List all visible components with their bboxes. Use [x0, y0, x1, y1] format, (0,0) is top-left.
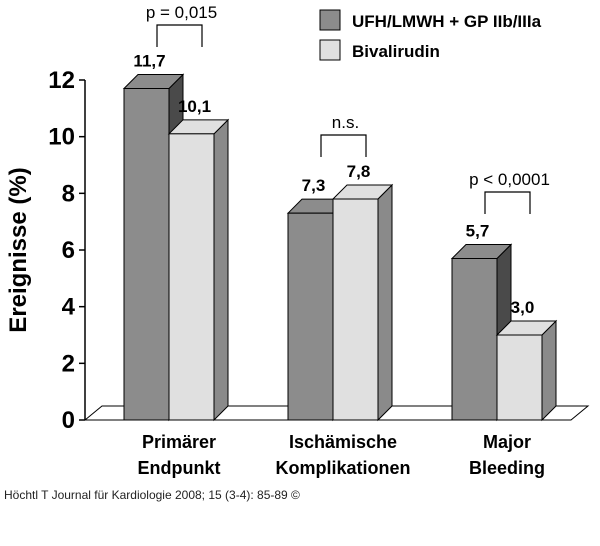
legend-label: Bivalirudin [352, 42, 440, 61]
y-tick-label: 8 [62, 180, 75, 207]
bar [451, 258, 498, 421]
legend-swatch [319, 9, 341, 31]
citation-footer: Höchtl T Journal für Kardiologie 2008; 1… [4, 488, 300, 502]
bar [123, 88, 170, 421]
bar-value-label: 11,7 [133, 52, 165, 71]
legend-label: UFH/LMWH + GP IIb/IIIa [352, 12, 542, 31]
bar-value-label: 10,1 [178, 97, 211, 116]
significance-bracket [484, 191, 531, 214]
y-tick-label: 12 [48, 67, 75, 94]
bar-value-label: 7,8 [347, 162, 371, 181]
bar-side [377, 183, 393, 422]
bar [496, 334, 543, 421]
bar-side [541, 319, 557, 422]
legend-swatch [319, 39, 341, 61]
x-tick-label: Primärer [142, 432, 216, 452]
bar-chart: 0 2 4 6 8 10 12 Ereignisse (%) 11,7 10,1 Primärer E… [5, 3, 590, 478]
bar [287, 212, 334, 421]
y-tick-label: 0 [62, 407, 75, 434]
significance-bracket [156, 24, 203, 47]
x-tick-label: Major [483, 432, 531, 452]
significance-bracket [320, 134, 367, 157]
x-tick-label: Komplikationen [275, 458, 410, 478]
bar [168, 133, 215, 421]
x-tick-label: Endpunkt [138, 458, 221, 478]
y-tick-label: 4 [62, 294, 76, 321]
bar-value-label: 5,7 [466, 222, 490, 241]
x-tick-label: Ischämische [289, 432, 397, 452]
bar-value-label: 3,0 [511, 298, 535, 317]
bar [332, 198, 379, 421]
bar-value-label: 7,3 [302, 176, 326, 195]
x-tick-label: Bleeding [469, 458, 545, 478]
y-tick-label: 6 [62, 237, 75, 264]
y-tick-label: 2 [62, 350, 75, 377]
bar-side [213, 118, 229, 422]
y-tick-label: 10 [48, 124, 75, 151]
significance-label: n.s. [332, 113, 359, 132]
y-axis-label: Ereignisse (%) [5, 167, 32, 332]
significance-label: p < 0,0001 [469, 170, 550, 189]
significance-label: p = 0,015 [146, 3, 217, 22]
